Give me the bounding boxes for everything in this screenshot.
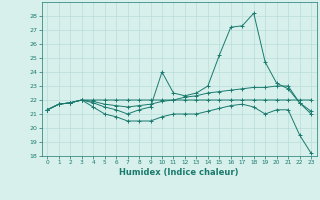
X-axis label: Humidex (Indice chaleur): Humidex (Indice chaleur) [119,168,239,177]
